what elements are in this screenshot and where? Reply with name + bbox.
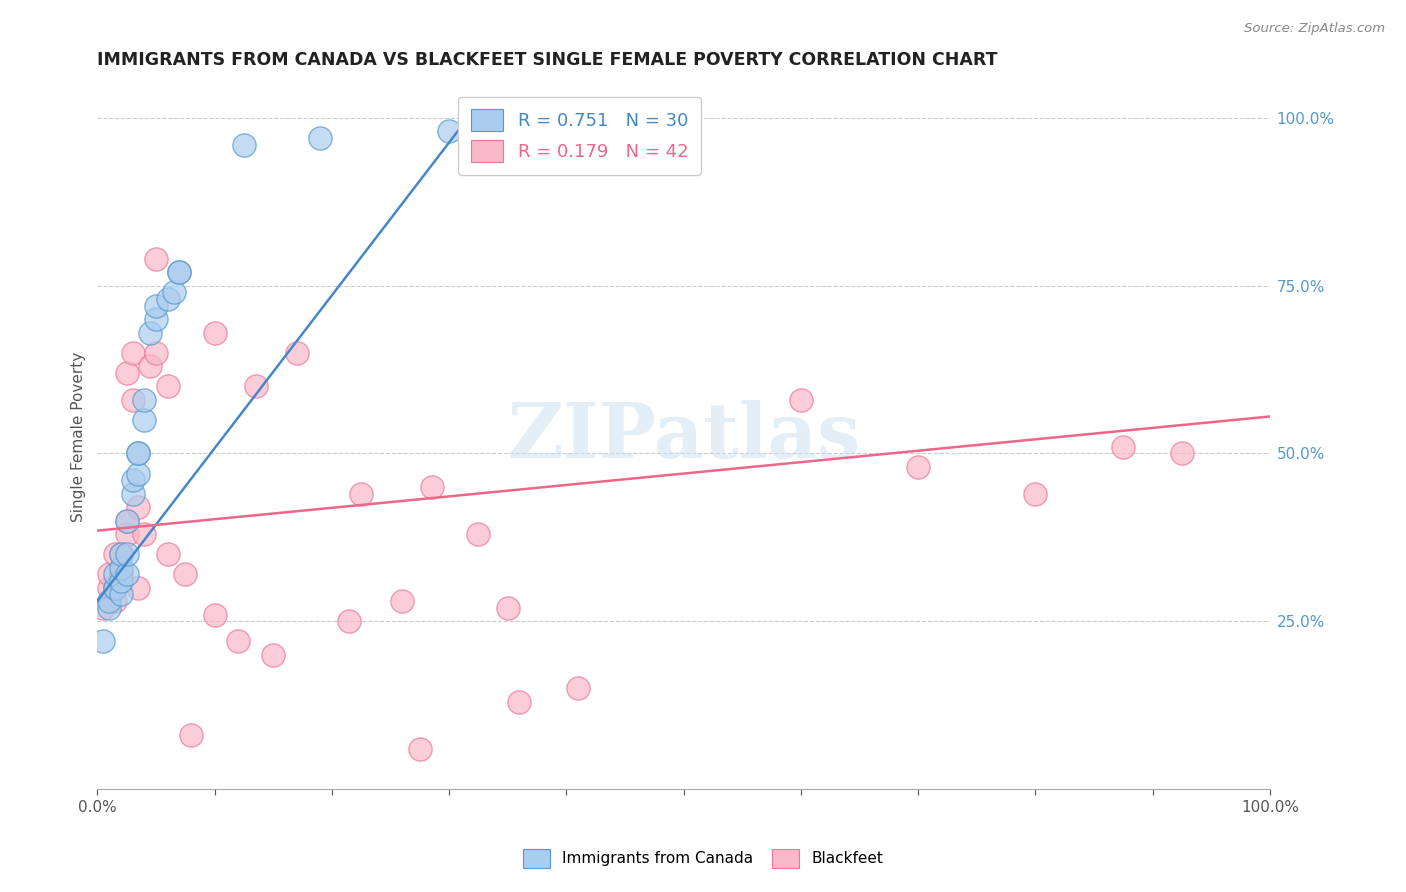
Point bbox=[127, 467, 149, 481]
Point bbox=[98, 600, 121, 615]
Point bbox=[115, 514, 138, 528]
Point bbox=[232, 137, 254, 152]
Point bbox=[169, 265, 191, 279]
Point bbox=[127, 446, 149, 460]
Point bbox=[567, 681, 589, 696]
Point bbox=[1112, 440, 1135, 454]
Point bbox=[204, 607, 226, 622]
Point bbox=[121, 486, 143, 500]
Point bbox=[127, 581, 149, 595]
Point bbox=[285, 345, 308, 359]
Point bbox=[110, 587, 132, 601]
Point bbox=[350, 486, 373, 500]
Point bbox=[309, 131, 332, 145]
Point bbox=[110, 574, 132, 588]
Point bbox=[391, 594, 413, 608]
Point bbox=[226, 634, 249, 648]
Point bbox=[134, 413, 156, 427]
Point bbox=[110, 560, 132, 574]
Text: ZIPatlas: ZIPatlas bbox=[508, 400, 860, 474]
Legend: R = 0.751   N = 30, R = 0.179   N = 42: R = 0.751 N = 30, R = 0.179 N = 42 bbox=[458, 96, 702, 175]
Point bbox=[104, 567, 127, 582]
Text: IMMIGRANTS FROM CANADA VS BLACKFEET SINGLE FEMALE POVERTY CORRELATION CHART: IMMIGRANTS FROM CANADA VS BLACKFEET SING… bbox=[97, 51, 998, 69]
Point bbox=[467, 527, 489, 541]
Point bbox=[110, 547, 132, 561]
Point bbox=[115, 547, 138, 561]
Point bbox=[121, 473, 143, 487]
Y-axis label: Single Female Poverty: Single Female Poverty bbox=[72, 351, 86, 522]
Point bbox=[156, 547, 179, 561]
Text: Source: ZipAtlas.com: Source: ZipAtlas.com bbox=[1244, 22, 1385, 36]
Point bbox=[145, 312, 167, 326]
Point bbox=[145, 252, 167, 266]
Point bbox=[1171, 446, 1194, 460]
Point bbox=[98, 581, 121, 595]
Point bbox=[115, 567, 138, 582]
Point bbox=[127, 500, 149, 515]
Point bbox=[262, 648, 284, 662]
Point bbox=[162, 285, 184, 300]
Point bbox=[169, 265, 191, 279]
Point bbox=[180, 728, 202, 742]
Point bbox=[907, 459, 929, 474]
Point bbox=[91, 600, 114, 615]
Point bbox=[91, 634, 114, 648]
Point bbox=[790, 392, 813, 407]
Point bbox=[409, 742, 432, 756]
Point bbox=[104, 581, 127, 595]
Point bbox=[1024, 486, 1046, 500]
Point bbox=[98, 594, 121, 608]
Point bbox=[121, 345, 143, 359]
Point bbox=[174, 567, 197, 582]
Point bbox=[115, 366, 138, 380]
Point bbox=[134, 392, 156, 407]
Point bbox=[245, 379, 267, 393]
Point bbox=[104, 594, 127, 608]
Point bbox=[508, 695, 530, 709]
Point bbox=[104, 547, 127, 561]
Point bbox=[139, 359, 162, 373]
Point bbox=[204, 326, 226, 340]
Point bbox=[339, 615, 361, 629]
Point bbox=[110, 567, 132, 582]
Point bbox=[127, 446, 149, 460]
Point bbox=[156, 292, 179, 306]
Point bbox=[420, 480, 443, 494]
Point bbox=[145, 345, 167, 359]
Point bbox=[121, 392, 143, 407]
Point bbox=[496, 600, 519, 615]
Point bbox=[156, 379, 179, 393]
Point bbox=[139, 326, 162, 340]
Point bbox=[98, 567, 121, 582]
Point bbox=[145, 299, 167, 313]
Legend: Immigrants from Canada, Blackfeet: Immigrants from Canada, Blackfeet bbox=[516, 843, 890, 873]
Point bbox=[437, 124, 460, 138]
Point bbox=[115, 514, 138, 528]
Point bbox=[104, 581, 127, 595]
Point bbox=[115, 527, 138, 541]
Point bbox=[110, 547, 132, 561]
Point bbox=[134, 527, 156, 541]
